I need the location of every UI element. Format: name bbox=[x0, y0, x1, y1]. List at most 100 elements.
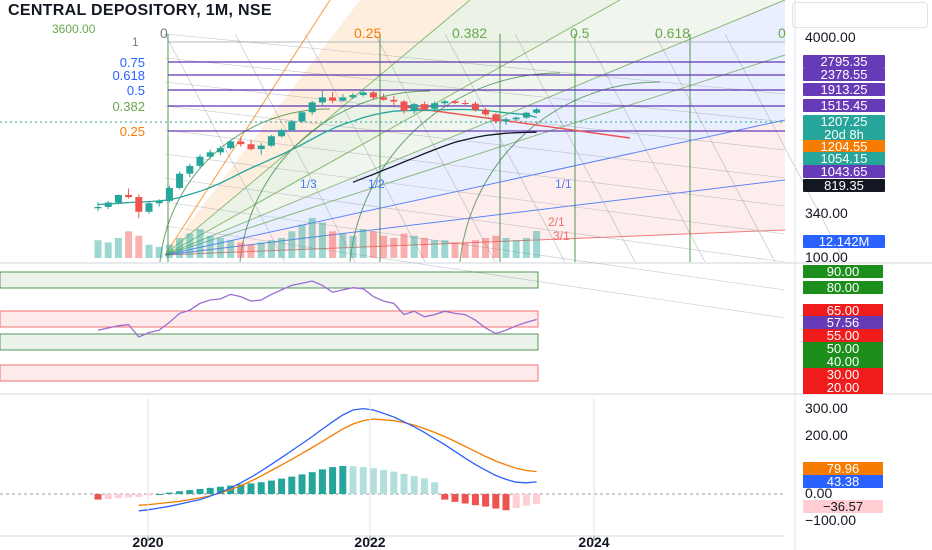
macd-histogram-bar bbox=[359, 467, 367, 494]
grid-ray bbox=[304, 33, 426, 263]
macd-histogram-bar bbox=[400, 473, 408, 494]
fan-top-label: 0.25 bbox=[354, 25, 381, 41]
rsi-tag bbox=[803, 342, 883, 355]
volume-bar bbox=[94, 240, 102, 258]
volume-bar bbox=[206, 235, 214, 258]
macd-histogram-bar bbox=[390, 471, 398, 494]
rsi-tag-value: 50.00 bbox=[827, 341, 860, 356]
macd-histogram-bar bbox=[206, 487, 214, 494]
macd-histogram-bar bbox=[420, 478, 428, 494]
macd-tag-value: 79.96 bbox=[827, 461, 860, 476]
rsi-tag-value: 57.56 bbox=[827, 315, 860, 330]
volume-bar bbox=[522, 238, 530, 258]
volume-bar bbox=[135, 235, 143, 258]
candle-body bbox=[206, 152, 214, 157]
macd-histogram-bar bbox=[502, 494, 510, 511]
grid-ray bbox=[164, 33, 286, 263]
candle-body bbox=[114, 194, 122, 203]
candle-body bbox=[492, 114, 500, 122]
volume-bar bbox=[359, 229, 367, 258]
candle-body bbox=[502, 119, 510, 122]
symbol-search-input[interactable] bbox=[792, 2, 928, 28]
volume-bar bbox=[471, 240, 479, 258]
volume-bar bbox=[196, 229, 204, 258]
candle-body bbox=[288, 121, 296, 131]
macd-signal-line bbox=[138, 418, 537, 506]
candle-body bbox=[339, 97, 347, 101]
volume-bar bbox=[125, 231, 133, 258]
volume-bar bbox=[451, 242, 459, 258]
candle-body bbox=[227, 141, 235, 149]
price-tag-value: 1054.15 bbox=[821, 151, 868, 166]
volume-bar bbox=[176, 238, 184, 258]
macd-histogram-bar bbox=[451, 494, 459, 502]
rsi-band bbox=[0, 333, 539, 351]
macd-histogram-bar bbox=[349, 466, 357, 494]
candle-body bbox=[135, 197, 143, 212]
fib-level-label: 0.382 bbox=[112, 99, 145, 114]
volume-bar bbox=[308, 218, 316, 258]
candle-body bbox=[533, 109, 541, 113]
macd-histogram-bar bbox=[431, 482, 439, 494]
price-tag bbox=[803, 179, 885, 192]
volume-bar bbox=[492, 235, 500, 258]
candle-body bbox=[329, 97, 337, 101]
volume-bar bbox=[512, 240, 520, 258]
candle-body bbox=[482, 109, 490, 115]
grid-ray bbox=[164, 177, 786, 263]
candle-body bbox=[400, 101, 408, 111]
fan-ray bbox=[164, 179, 786, 256]
macd-histogram-bar bbox=[492, 494, 500, 509]
price-tag-value: 1043.65 bbox=[821, 164, 868, 179]
rsi-tag-value: 40.00 bbox=[827, 354, 860, 369]
volume-bar bbox=[502, 238, 510, 258]
grid-ray bbox=[164, 105, 786, 179]
fib-arc bbox=[349, 72, 561, 263]
volume-bar bbox=[349, 235, 357, 258]
macd-histogram-bar bbox=[380, 469, 388, 494]
candle-body bbox=[94, 206, 102, 209]
macd-histogram-bar bbox=[176, 491, 184, 494]
rsi-tag bbox=[803, 355, 883, 368]
macd-histogram-bar bbox=[247, 483, 255, 494]
macd-histogram-bar bbox=[216, 486, 224, 494]
fan-top-label: 0.618 bbox=[655, 25, 690, 41]
volume-bar bbox=[329, 231, 337, 258]
fan-ray bbox=[164, 0, 786, 256]
volume-bar bbox=[390, 238, 398, 258]
fib-level-label: 3600.00 bbox=[52, 22, 96, 36]
macd-histogram-bar bbox=[339, 466, 347, 494]
candle-body bbox=[308, 102, 316, 113]
grid-ray bbox=[164, 201, 786, 291]
price-tag bbox=[803, 83, 885, 96]
macd-histogram-bar bbox=[329, 467, 337, 494]
macd-histogram-bar bbox=[471, 494, 479, 506]
candle-body bbox=[216, 148, 224, 153]
macd-tag bbox=[803, 462, 883, 475]
candle-body bbox=[318, 97, 326, 103]
macd-tag-value: −36.57 bbox=[823, 499, 863, 514]
fan-top-label: 0 bbox=[778, 25, 786, 41]
candle-body bbox=[471, 103, 479, 110]
grid-ray bbox=[164, 33, 786, 95]
macd-axis-label: 300.00 bbox=[805, 400, 848, 416]
volume-bar bbox=[237, 242, 245, 258]
volume-bar bbox=[247, 244, 255, 258]
rsi-tag-value: 55.00 bbox=[827, 328, 860, 343]
grid-ray bbox=[584, 33, 706, 263]
price-tag bbox=[803, 235, 885, 248]
macd-histogram-bar bbox=[114, 494, 122, 499]
macd-tag-value: 43.38 bbox=[827, 474, 860, 489]
candle-body bbox=[145, 203, 153, 212]
volume-bar bbox=[288, 231, 296, 258]
macd-histogram-bar bbox=[145, 494, 153, 496]
macd-line bbox=[138, 407, 537, 512]
volume-bar bbox=[482, 238, 490, 258]
macd-histogram-bar bbox=[267, 480, 275, 494]
volume-bar bbox=[267, 240, 275, 258]
rsi-band bbox=[0, 364, 539, 382]
price-tag bbox=[803, 68, 885, 81]
volume-bar bbox=[216, 238, 224, 258]
macd-axis-label: 0.00 bbox=[805, 485, 832, 501]
